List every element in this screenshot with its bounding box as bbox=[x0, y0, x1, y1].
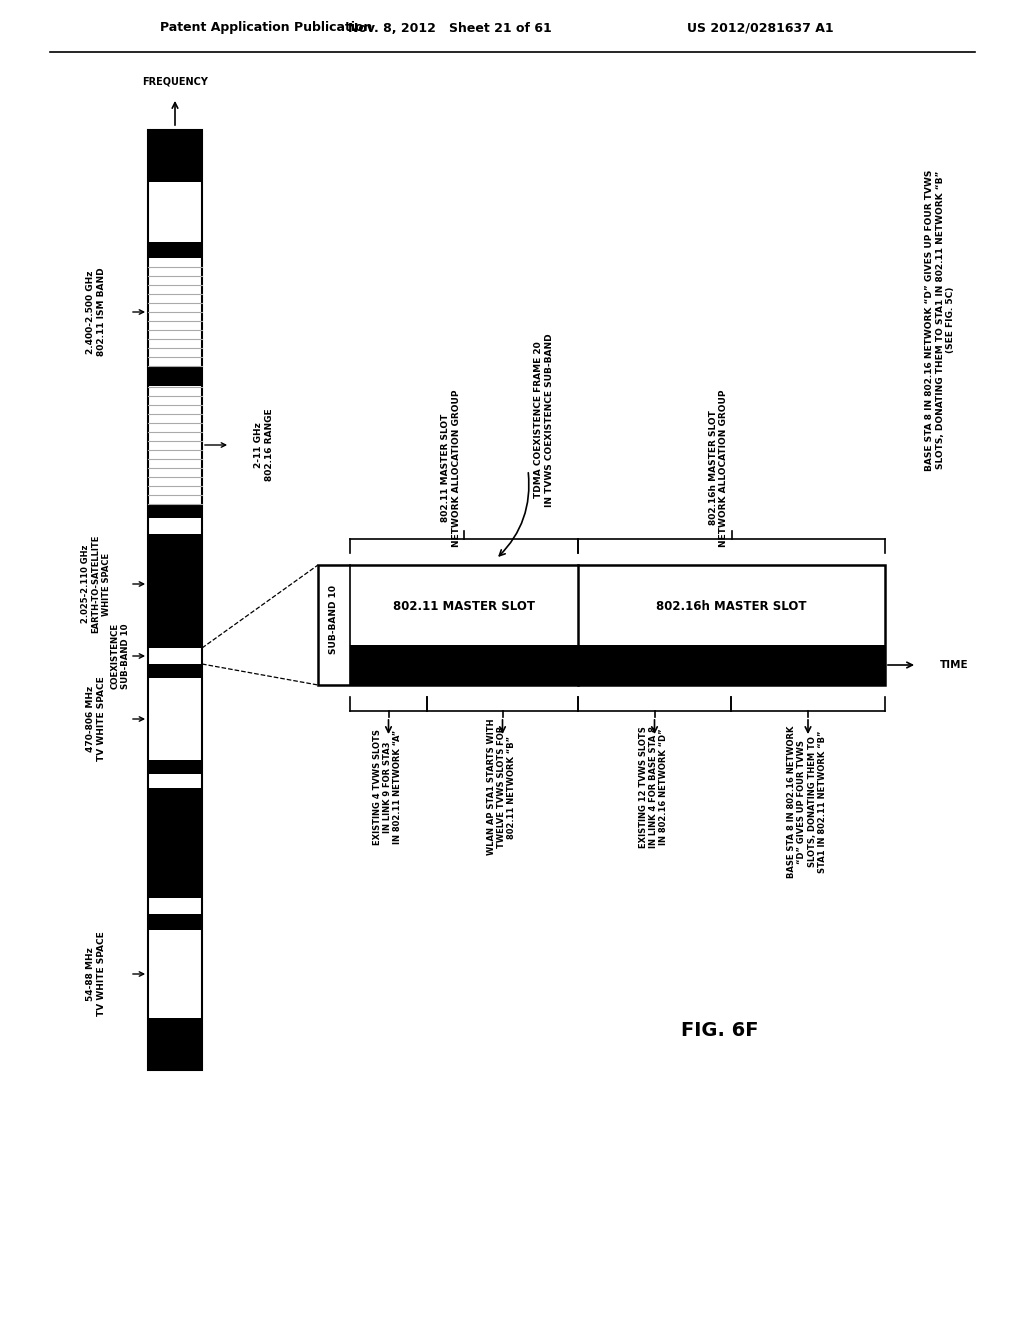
Text: 802.11 MASTER SLOT
NETWORK ALLOCATION GROUP: 802.11 MASTER SLOT NETWORK ALLOCATION GR… bbox=[441, 389, 461, 546]
Bar bbox=[318, 565, 350, 685]
Text: BASE STA 8 IN 802.16 NETWORK
“D” GIVES UP FOUR TVWS
SLOTS, DONATING THEM TO
STA1: BASE STA 8 IN 802.16 NETWORK “D” GIVES U… bbox=[786, 726, 827, 878]
Text: SUB-BAND 10: SUB-BAND 10 bbox=[330, 585, 339, 653]
Text: BASE STA 8 IN 802.16 NETWORK “D” GIVES UP FOUR TVWS
SLOTS, DONATING THEM TO STA1: BASE STA 8 IN 802.16 NETWORK “D” GIVES U… bbox=[925, 169, 955, 471]
Bar bbox=[148, 257, 202, 366]
Text: EXISTING 12 TVWS SLOTS
IN LINK 4 FOR BASE STA 8
IN 802.16 NETWORK “D”: EXISTING 12 TVWS SLOTS IN LINK 4 FOR BAS… bbox=[639, 726, 669, 847]
Text: 54-88 MHz
TV WHITE SPACE: 54-88 MHz TV WHITE SPACE bbox=[86, 932, 105, 1016]
Bar bbox=[148, 898, 202, 913]
Bar bbox=[148, 517, 202, 535]
Bar bbox=[148, 774, 202, 788]
Bar bbox=[148, 129, 202, 182]
Text: EXISTING 4 TVWS SLOTS
IN LINK 9 FOR STA3
IN 802.11 NETWORK “A”: EXISTING 4 TVWS SLOTS IN LINK 9 FOR STA3… bbox=[373, 729, 402, 845]
Text: TIME: TIME bbox=[940, 660, 969, 671]
Bar bbox=[318, 565, 885, 685]
Bar bbox=[148, 678, 202, 760]
Bar bbox=[148, 931, 202, 1018]
Text: Nov. 8, 2012   Sheet 21 of 61: Nov. 8, 2012 Sheet 21 of 61 bbox=[348, 21, 552, 34]
Text: COEXISTENCE
SUB-BAND 10: COEXISTENCE SUB-BAND 10 bbox=[111, 623, 130, 689]
Text: 2.400-2.500 GHz
802.11 ISM BAND: 2.400-2.500 GHz 802.11 ISM BAND bbox=[86, 268, 105, 356]
Bar bbox=[148, 648, 202, 664]
Text: 470-806 MHz
TV WHITE SPACE: 470-806 MHz TV WHITE SPACE bbox=[86, 677, 105, 762]
Text: US 2012/0281637 A1: US 2012/0281637 A1 bbox=[687, 21, 834, 34]
Bar bbox=[148, 760, 202, 774]
Text: FREQUENCY: FREQUENCY bbox=[142, 77, 208, 87]
Bar bbox=[148, 385, 202, 504]
Bar bbox=[318, 645, 885, 685]
Text: 802.16h MASTER SLOT: 802.16h MASTER SLOT bbox=[656, 601, 807, 614]
Bar bbox=[318, 565, 885, 685]
Text: 802.11 MASTER SLOT: 802.11 MASTER SLOT bbox=[393, 601, 535, 614]
Bar bbox=[148, 913, 202, 931]
Bar bbox=[148, 242, 202, 257]
Text: FIG. 6F: FIG. 6F bbox=[681, 1020, 759, 1040]
Text: 2-11 GHz
802.16 RANGE: 2-11 GHz 802.16 RANGE bbox=[254, 409, 273, 482]
Bar bbox=[148, 664, 202, 678]
Bar bbox=[148, 366, 202, 385]
Text: Patent Application Publication: Patent Application Publication bbox=[160, 21, 373, 34]
Text: TDMA COEXISTENCE FRAME 20
IN TVWS COEXISTENCE SUB-BAND: TDMA COEXISTENCE FRAME 20 IN TVWS COEXIS… bbox=[535, 333, 554, 507]
Text: WLAN AP STA1 STARTS WITH
TWELVE TVWS SLOTS FOR
802.11 NETWORK “B”: WLAN AP STA1 STARTS WITH TWELVE TVWS SLO… bbox=[486, 719, 516, 855]
Bar bbox=[148, 182, 202, 242]
Bar bbox=[318, 638, 885, 645]
Bar bbox=[148, 535, 202, 634]
Bar bbox=[148, 634, 202, 648]
Bar bbox=[148, 129, 202, 1071]
Bar bbox=[148, 1018, 202, 1071]
Text: 2.025-2.110 GHz
EARTH-TO-SATELLITE
WHITE SPACE: 2.025-2.110 GHz EARTH-TO-SATELLITE WHITE… bbox=[81, 535, 111, 634]
Bar bbox=[148, 504, 202, 517]
Bar bbox=[148, 788, 202, 898]
Text: 802.16h MASTER SLOT
NETWORK ALLOCATION GROUP: 802.16h MASTER SLOT NETWORK ALLOCATION G… bbox=[709, 389, 728, 546]
